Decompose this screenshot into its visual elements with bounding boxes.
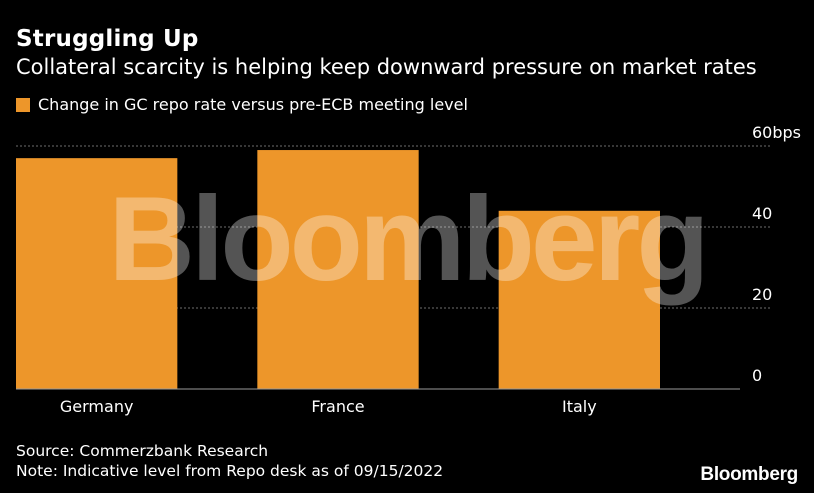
legend: Change in GC repo rate versus pre-ECB me… [16, 95, 468, 114]
chart-subtitle: Collateral scarcity is helping keep down… [16, 55, 757, 79]
chart-title: Struggling Up [16, 26, 199, 52]
x-tick-label: Germany [60, 397, 134, 416]
footer-notes: Source: Commerzbank Research Note: Indic… [16, 441, 443, 481]
bar-germany [16, 158, 178, 389]
bloomberg-watermark: Bloomberg [108, 172, 705, 306]
bar-italy [498, 210, 660, 389]
note-text: Note: Indicative level from Repo desk as… [16, 462, 444, 480]
x-tick-label: Italy [562, 397, 597, 416]
bar-france [257, 150, 419, 389]
x-tick-label: France [311, 397, 364, 416]
y-tick-label: 20 [752, 285, 772, 304]
legend-swatch [16, 97, 30, 112]
source-text: Source: Commerzbank Research [16, 442, 269, 460]
y-tick-label: 40 [752, 204, 772, 223]
y-tick-label: 0 [752, 366, 762, 385]
bloomberg-logo: Bloomberg [700, 464, 798, 485]
y-tick-label: 60bps [752, 123, 801, 142]
legend-label: Change in GC repo rate versus pre-ECB me… [38, 95, 468, 114]
